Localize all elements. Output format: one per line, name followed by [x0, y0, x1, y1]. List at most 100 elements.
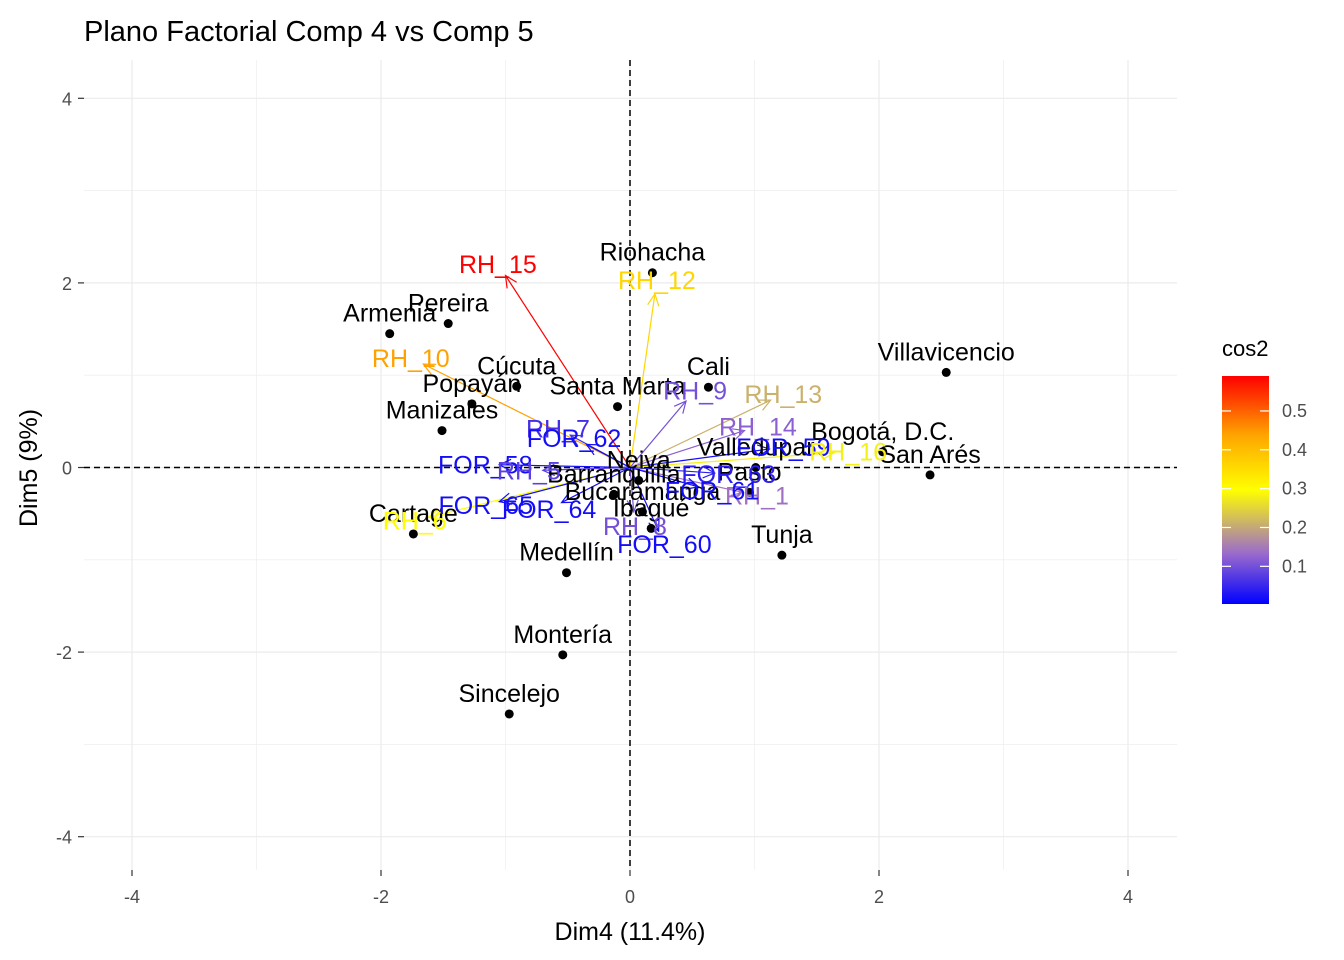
variable-arrowhead: [585, 443, 600, 456]
legend-tick-label: 0.4: [1282, 440, 1307, 460]
x-axis-ticks: -4 -2 0 2 4: [124, 870, 1133, 907]
individual-point: [609, 489, 619, 499]
individual-point: [646, 523, 656, 533]
variable-arrow: [629, 466, 715, 474]
individual-label: Sincelejo: [459, 680, 560, 708]
variable-arrowhead: [426, 508, 442, 521]
variable-arrow: [586, 443, 631, 469]
individual-point: [504, 709, 514, 719]
variable-arrow: [629, 466, 699, 488]
individual-label: Pereira: [408, 290, 489, 318]
legend-title: cos2: [1222, 336, 1268, 361]
individual-points: [385, 268, 951, 719]
variable-arrow: [542, 466, 631, 471]
x-tick-label: 0: [625, 887, 635, 907]
variable-arrowhead: [731, 428, 746, 440]
variable-arrowhead: [730, 483, 745, 497]
y-axis-title: Dim5 (9%): [15, 409, 43, 527]
individual-point: [751, 463, 761, 472]
individual-label: Montería: [513, 621, 612, 649]
individual-point: [634, 475, 644, 485]
individual-label: Riohacha: [600, 239, 706, 267]
x-tick-label: -4: [124, 887, 140, 907]
variable-arrowhead: [821, 447, 836, 460]
individual-point: [562, 568, 572, 578]
variable-arrowhead: [685, 477, 700, 490]
y-tick-label: -2: [56, 643, 72, 663]
individual-point: [613, 402, 623, 412]
variable-arrowhead: [504, 274, 517, 289]
variable-arrowhead: [626, 499, 639, 514]
x-tick-label: 2: [874, 887, 884, 907]
individual-point: [941, 367, 951, 377]
variable-arrowhead: [569, 434, 584, 447]
individual-label: Valledupar: [697, 434, 815, 462]
variable-label: RH_9: [663, 377, 727, 405]
variable-label: RH_1: [725, 482, 789, 510]
individual-label: Villavicencio: [878, 338, 1015, 366]
variable-arrows: [422, 274, 836, 533]
individual-point: [443, 319, 453, 329]
variable-arrow: [499, 466, 631, 503]
individual-point: [437, 426, 447, 436]
variable-arrowhead: [757, 399, 772, 411]
variable-arrow: [499, 464, 631, 469]
variable-label: RH_6: [383, 508, 447, 536]
variable-arrow: [629, 448, 770, 469]
variable-arrow: [561, 466, 631, 504]
variable-arrow: [629, 400, 687, 468]
variable-arrowhead: [673, 399, 687, 414]
variable-arrowhead: [702, 466, 717, 479]
individual-label: Neiva: [607, 446, 671, 474]
legend-tick-label: 0.1: [1282, 556, 1307, 576]
legend-ticks: 0.1 0.2 0.3 0.4 0.5: [1222, 401, 1307, 576]
variable-label: RH_16: [809, 439, 887, 467]
variable-arrow: [629, 466, 744, 494]
y-tick-label: 0: [62, 459, 72, 479]
y-tick-label: 2: [62, 274, 72, 294]
individual-point: [385, 329, 395, 339]
individual-point: [745, 487, 755, 497]
y-axis-ticks: -4 -2 0 2 4: [56, 89, 84, 848]
individual-point: [467, 399, 477, 409]
individual-label: Pasto: [718, 458, 782, 486]
variable-label: FOR_64: [502, 496, 597, 524]
individual-label: Cúcuta: [477, 352, 556, 380]
individual-label: Tunja: [751, 521, 813, 549]
variable-arrowhead: [541, 463, 555, 477]
variable-label: RH_13: [744, 381, 822, 409]
variable-arrow: [629, 452, 835, 469]
individual-label: Barranquilla: [547, 460, 681, 488]
legend-tick-label: 0.2: [1282, 517, 1307, 537]
variable-label: RH_7: [526, 416, 590, 444]
individual-point: [925, 470, 935, 480]
individual-label: Armenia: [343, 300, 436, 328]
individual-point: [512, 381, 522, 391]
variable-arrow: [629, 430, 745, 469]
variable-label: FOR_63: [681, 461, 775, 489]
variable-label: RH_8: [603, 513, 667, 541]
individual-point: [558, 650, 568, 660]
variable-label: RH_5: [497, 458, 561, 486]
variable-label: FOR_61: [665, 478, 759, 506]
individual-label: Bucaramanga: [565, 478, 721, 506]
chart-title: Plano Factorial Comp 4 vs Comp 5: [84, 16, 534, 48]
x-tick-label: 4: [1123, 887, 1133, 907]
variable-arrow: [629, 467, 635, 512]
variable-label: RH_12: [618, 267, 696, 295]
individual-label: Cartage: [369, 500, 458, 528]
individual-label: Santa Marta: [549, 373, 685, 401]
variable-arrow: [629, 399, 771, 469]
variable-label: FOR_65: [438, 492, 532, 520]
y-tick-label: -4: [56, 828, 72, 848]
individual-point: [408, 529, 418, 539]
variable-label: RH_15: [459, 251, 537, 279]
cos2-legend: cos2 0.1 0.2 0.3 0.4 0.5: [1222, 336, 1307, 604]
variable-label: FOR_60: [617, 531, 711, 559]
individual-label: San Arés: [879, 441, 980, 469]
variable-arrowhead: [756, 444, 771, 457]
individual-label: Popayán: [423, 370, 522, 398]
x-axis-title: Dim4 (11.4%): [555, 918, 706, 946]
